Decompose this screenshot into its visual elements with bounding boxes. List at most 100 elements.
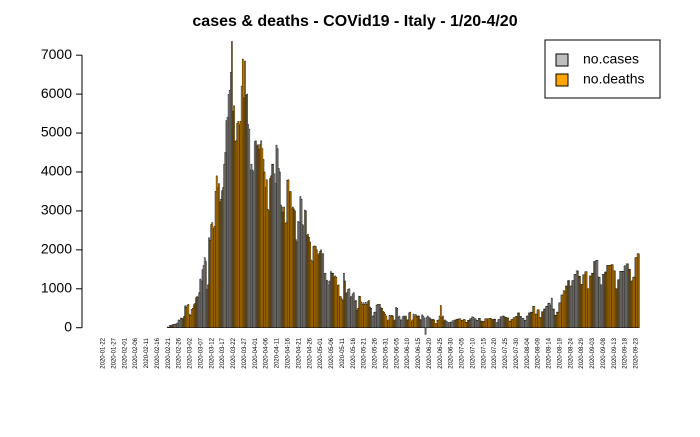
x-tick-label: 2020-02-21 — [166, 337, 172, 368]
bar — [405, 316, 406, 328]
bar — [310, 242, 311, 328]
x-tick-label: 2020-05-06 — [329, 337, 335, 368]
bar — [229, 90, 230, 328]
x-tick-label: 2020-09-03 — [590, 337, 596, 368]
bar — [336, 277, 337, 328]
bar — [551, 298, 552, 328]
bar — [218, 184, 219, 328]
bar — [410, 312, 411, 328]
bar — [379, 304, 380, 327]
x-tick-label: 2020-06-30 — [449, 337, 455, 368]
bar — [284, 207, 285, 328]
bar — [358, 308, 359, 327]
bar — [455, 320, 456, 328]
bar — [606, 272, 607, 328]
bar — [449, 323, 450, 328]
bar — [632, 281, 633, 328]
bar — [501, 317, 502, 328]
bar — [453, 321, 454, 328]
bar — [303, 226, 304, 327]
bar — [460, 319, 461, 328]
bar — [629, 269, 630, 327]
x-tick-label: 2020-04-21 — [296, 337, 302, 368]
x-tick-label: 2020-05-11 — [340, 337, 346, 368]
bar — [627, 264, 628, 328]
bar — [238, 121, 239, 327]
x-tick-label: 2020-06-10 — [405, 337, 411, 368]
x-tick-label: 2020-08-04 — [525, 337, 531, 368]
bar — [249, 129, 250, 328]
bar — [503, 316, 504, 328]
bar — [473, 317, 474, 328]
bar — [566, 286, 567, 328]
bar — [316, 250, 317, 328]
bar — [381, 308, 382, 327]
bar — [353, 293, 354, 328]
bar — [508, 318, 509, 328]
x-tick-label: 2020-07-10 — [470, 337, 476, 368]
x-tick-label: 2020-03-02 — [188, 337, 194, 368]
bar — [438, 320, 439, 328]
bar — [205, 262, 206, 328]
bar — [621, 271, 622, 327]
bar — [634, 277, 635, 328]
bar — [360, 297, 361, 328]
bar — [325, 273, 326, 328]
bar — [408, 320, 409, 328]
x-tick-label: 2020-06-20 — [427, 337, 433, 368]
bar — [170, 326, 171, 328]
bar — [244, 61, 245, 328]
bar — [477, 320, 478, 327]
bar — [299, 223, 300, 328]
bar — [290, 191, 291, 327]
bar — [418, 316, 419, 328]
bar — [301, 199, 302, 327]
bar — [386, 316, 387, 328]
bar — [475, 319, 476, 328]
bar — [451, 322, 452, 328]
bar — [371, 308, 372, 327]
bar — [412, 320, 413, 328]
bar — [421, 320, 422, 328]
bar — [247, 94, 248, 328]
bar — [584, 275, 585, 328]
bar — [334, 277, 335, 328]
bar — [201, 281, 202, 328]
bar — [373, 316, 374, 328]
x-tick-label: 2020-08-29 — [579, 337, 585, 368]
bar — [464, 320, 465, 328]
bar — [521, 316, 522, 327]
bar — [181, 319, 182, 328]
bar — [375, 312, 376, 328]
bar — [364, 304, 365, 327]
bar — [347, 293, 348, 328]
x-tick-label: 2020-03-17 — [220, 337, 226, 368]
x-tick-label: 2020-04-01 — [253, 337, 259, 368]
bar — [240, 121, 241, 327]
bar — [207, 285, 208, 328]
bar — [514, 318, 515, 328]
x-tick-label: 2020-08-24 — [568, 337, 574, 368]
bar — [321, 250, 322, 328]
bar — [314, 246, 315, 328]
bar — [210, 240, 211, 328]
bar — [479, 318, 480, 327]
x-tick-label: 2020-03-22 — [231, 337, 237, 368]
x-tick-label: 2020-02-06 — [133, 337, 139, 368]
bar — [484, 321, 485, 327]
y-tick-label: 5000 — [41, 124, 72, 140]
bar — [556, 315, 557, 327]
bar — [294, 211, 295, 328]
bar — [495, 319, 496, 328]
y-tick-label: 3000 — [41, 202, 72, 218]
bar — [603, 274, 604, 327]
bar — [216, 176, 217, 328]
bar — [458, 319, 459, 328]
bar — [571, 286, 572, 328]
bar — [377, 304, 378, 327]
bar — [338, 285, 339, 328]
y-tick-label: 2000 — [41, 241, 72, 257]
x-tick-label: 2020-09-23 — [634, 337, 640, 368]
bar — [355, 300, 356, 327]
